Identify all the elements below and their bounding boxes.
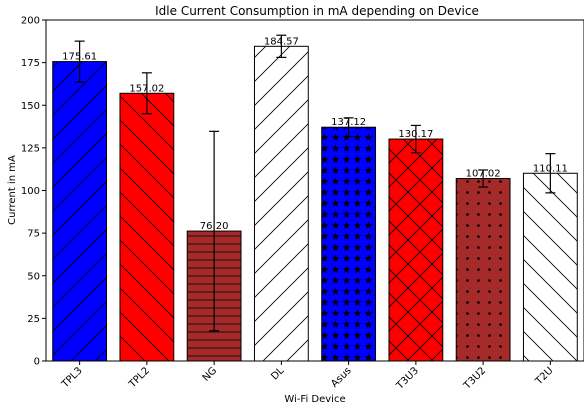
value-labels-layer: 175.61 157.02 76.20 184.57 137.12 130.17 107.0…: [62, 36, 568, 232]
bar-t2u: [522, 172, 578, 362]
x-tick-label-ng: NG: [201, 365, 220, 384]
value-label-tpl2: 157.02: [129, 83, 164, 94]
error-bar-t3u2: [478, 169, 489, 188]
error-bar-t2u: [545, 153, 556, 194]
x-tick-label-tpl3: TPL3: [59, 365, 85, 391]
y-tick-label-150: 150: [21, 101, 40, 112]
value-label-asus: 137.12: [331, 117, 366, 128]
error-bar-tpl3: [74, 40, 85, 83]
chart-title: Idle Current Consumption in mA depending…: [155, 4, 479, 18]
x-axis: TPL3 TPL2 NG DL Asus T3U3 T3U2 T2U: [59, 361, 555, 392]
value-label-dl: 184.57: [264, 36, 299, 47]
x-tick-label-dl: DL: [269, 365, 286, 382]
value-label-t3u2: 107.02: [466, 169, 501, 180]
bar-t3u2: [455, 178, 511, 362]
value-label-t3u3: 130.17: [398, 129, 433, 140]
bar-tpl2: [119, 92, 175, 362]
error-bar-ng: [209, 130, 220, 332]
x-tick-label-tpl2: TPL2: [126, 365, 152, 391]
error-bar-asus: [343, 117, 354, 138]
x-tick-label-t2u: T2U: [533, 365, 555, 387]
y-tick-label-25: 25: [27, 314, 40, 325]
error-bars-layer: [74, 34, 556, 332]
y-tick-label-0: 0: [34, 357, 40, 368]
error-bar-dl: [276, 34, 287, 58]
x-axis-label: Wi-Fi Device: [284, 394, 345, 405]
x-tick-label-asus: Asus: [329, 365, 353, 389]
x-tick-label-t3u2: T3U2: [461, 365, 488, 392]
y-tick-label-75: 75: [27, 229, 40, 240]
value-label-t2u: 110.11: [533, 163, 568, 174]
y-tick-label-100: 100: [21, 186, 40, 197]
value-label-ng: 76.20: [200, 221, 229, 232]
bar-asus: [321, 126, 377, 362]
y-tick-label-125: 125: [21, 143, 40, 154]
error-bar-t3u3: [410, 124, 421, 154]
bar-dl: [253, 45, 309, 362]
y-tick-label-200: 200: [21, 16, 40, 27]
y-tick-label-175: 175: [21, 58, 40, 69]
bar-t3u3: [388, 138, 444, 362]
bar-tpl3: [52, 61, 108, 362]
x-tick-label-t3u3: T3U3: [394, 365, 421, 392]
y-axis: 0 25 50 75 100 125 150 175 200: [21, 16, 46, 368]
y-tick-label-50: 50: [27, 271, 40, 282]
bars-layer: [52, 45, 578, 362]
y-axis-label: Current in mA: [7, 155, 18, 225]
error-bar-tpl2: [141, 72, 152, 115]
value-label-tpl3: 175.61: [62, 52, 97, 63]
